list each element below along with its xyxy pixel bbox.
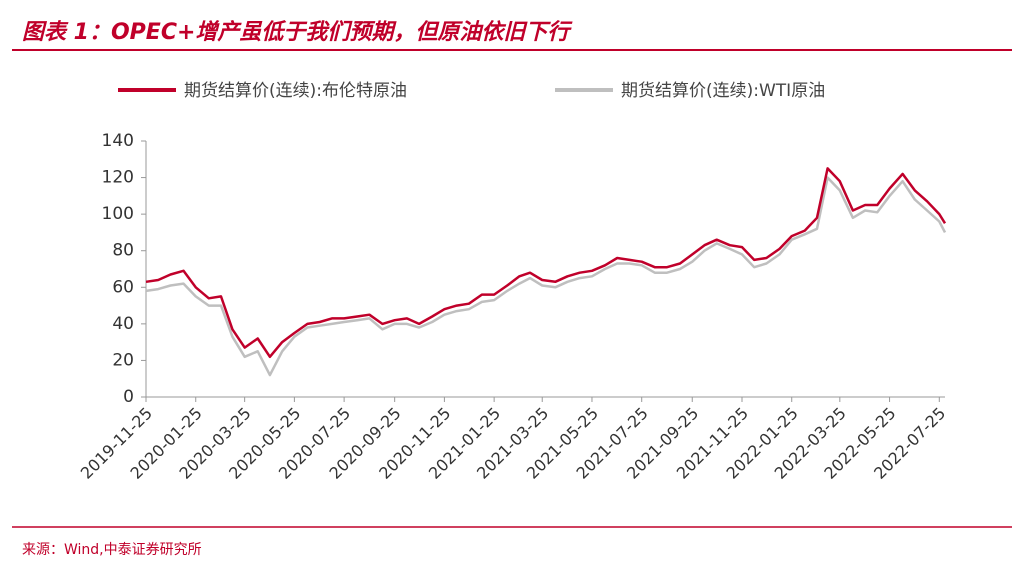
- series-line: [145, 167, 947, 359]
- y-tick-label: 20: [112, 350, 134, 370]
- y-tick-label: 60: [112, 277, 134, 297]
- source: 来源：Wind,中泰证券研究所: [22, 542, 202, 558]
- legend-label: 期货结算价(连续):布伦特原油: [184, 81, 407, 101]
- y-tick-label: 80: [112, 241, 134, 261]
- y-tick-label: 40: [112, 314, 134, 334]
- chart-title: 图表 1：OPEC+增产虽低于我们预期，但原油依旧下行: [22, 19, 573, 45]
- y-tick-label: 140: [102, 131, 134, 151]
- series-line: [145, 176, 947, 377]
- y-tick-label: 0: [123, 387, 134, 407]
- y-tick-label: 100: [102, 204, 134, 224]
- legend-label: 期货结算价(连续):WTI原油: [621, 81, 825, 101]
- y-tick-label: 120: [102, 168, 134, 188]
